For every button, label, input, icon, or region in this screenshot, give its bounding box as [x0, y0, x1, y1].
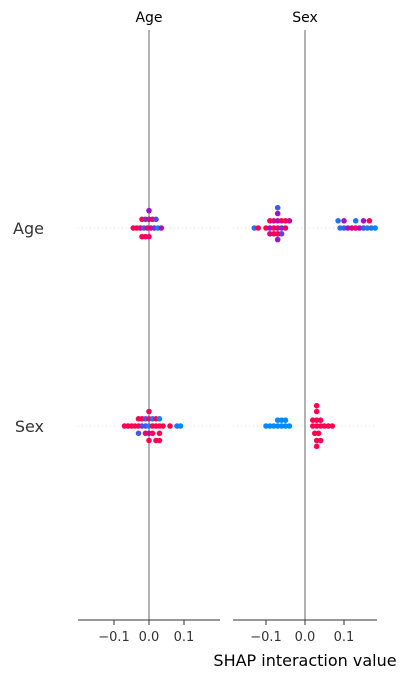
data-point-sex-sex-6	[274, 423, 281, 429]
data-point-age-sex-26	[337, 225, 343, 231]
data-point-age-sex-14	[278, 225, 285, 231]
data-point-age-sex-29	[349, 225, 355, 231]
data-point-age-sex-12	[271, 225, 277, 231]
data-point-age-sex-33	[364, 225, 371, 231]
row-label-age: Age	[13, 219, 44, 238]
row-label-sex: Sex	[15, 417, 44, 436]
data-point-sex-sex-15	[310, 423, 316, 429]
x-axes	[78, 619, 377, 625]
tick-label-sex-pos: 0.1	[334, 630, 355, 645]
data-point-age-sex-27	[341, 225, 347, 231]
data-point-sex-age-22	[177, 423, 184, 429]
data-point-sex-sex-13	[313, 417, 320, 424]
data-point-sex-sex-18	[321, 423, 328, 429]
data-point-sex-sex-25	[313, 443, 320, 450]
data-point-sex-sex-8	[282, 423, 289, 429]
data-point-age-sex-30	[352, 225, 359, 231]
data-point-sex-age-30	[156, 437, 163, 444]
data-point-age-sex-16	[267, 231, 273, 237]
data-point-age-sex-0	[274, 204, 281, 211]
data-point-age-sex-23	[352, 218, 359, 224]
data-point-age-sex-6	[282, 218, 289, 224]
data-point-age-sex-22	[341, 218, 347, 224]
data-point-sex-sex-19	[325, 423, 332, 429]
data-point-sex-age-0	[146, 408, 152, 415]
data-point-age-sex-10	[263, 225, 269, 231]
data-points	[121, 204, 379, 450]
data-point-age-sex-28	[345, 225, 351, 231]
data-point-sex-sex-5	[271, 423, 277, 429]
data-point-sex-age-27	[156, 430, 163, 437]
data-point-sex-sex-20	[329, 423, 336, 429]
data-point-age-sex-11	[267, 225, 273, 231]
data-point-age-sex-24	[360, 218, 367, 224]
data-point-sex-sex-11	[313, 408, 320, 415]
data-point-sex-sex-23	[313, 437, 320, 444]
data-point-age-sex-35	[372, 225, 379, 231]
data-point-age-sex-1	[274, 210, 281, 217]
data-point-sex-sex-9	[286, 423, 293, 429]
data-point-sex-sex-0	[274, 417, 281, 424]
data-point-age-sex-32	[360, 225, 367, 231]
column-title-sex: Sex	[292, 10, 318, 26]
data-point-sex-sex-22	[315, 430, 322, 437]
data-point-age-sex-25	[366, 218, 373, 224]
data-point-sex-sex-12	[310, 417, 316, 424]
data-point-sex-sex-14	[317, 417, 324, 424]
data-point-sex-age-26	[149, 430, 156, 437]
data-point-age-sex-19	[278, 231, 285, 237]
tick-label-age-pos: 0.1	[174, 630, 195, 645]
data-point-age-sex-21	[335, 218, 341, 224]
data-point-age-sex-17	[271, 231, 277, 237]
data-point-sex-age-7	[156, 416, 163, 422]
data-point-sex-age-19	[160, 423, 166, 429]
tick-label-sex-neg: −0.1	[250, 630, 282, 645]
data-point-sex-sex-7	[278, 423, 285, 429]
data-point-age-sex-13	[274, 225, 281, 231]
data-point-sex-sex-16	[313, 423, 320, 429]
data-point-sex-sex-2	[282, 417, 289, 424]
data-point-sex-sex-24	[317, 437, 324, 444]
data-point-age-sex-7	[286, 218, 293, 224]
data-point-age-sex-15	[282, 225, 289, 231]
row-guides	[78, 227, 377, 427]
data-point-sex-sex-17	[317, 423, 324, 429]
data-point-age-sex-2	[267, 218, 273, 224]
tick-label-age-zero: 0.0	[139, 630, 160, 645]
data-point-sex-age-23	[135, 430, 142, 437]
tick-label-sex-zero: 0.0	[295, 630, 316, 645]
data-point-age-sex-3	[271, 218, 277, 224]
data-point-sex-age-28	[146, 437, 152, 444]
x-axis-label: SHAP interaction value	[213, 651, 396, 670]
data-point-sex-sex-10	[313, 402, 320, 409]
column-title-age: Age	[135, 10, 162, 26]
data-point-age-sex-4	[274, 218, 281, 224]
zero-lines	[148, 30, 306, 620]
data-point-age-sex-5	[278, 218, 285, 224]
data-point-age-age-14	[158, 225, 165, 231]
data-point-sex-sex-4	[267, 423, 273, 429]
data-point-sex-sex-3	[263, 423, 269, 429]
data-point-age-sex-18	[274, 231, 281, 237]
data-point-age-age-17	[146, 233, 152, 240]
data-point-age-sex-8	[251, 225, 258, 231]
data-point-age-sex-31	[356, 225, 363, 231]
tick-label-age-neg: −0.1	[98, 630, 130, 645]
data-point-age-age-5	[153, 216, 159, 223]
data-point-age-age-0	[146, 207, 152, 214]
data-point-age-sex-34	[368, 225, 375, 231]
data-point-sex-sex-1	[278, 417, 285, 424]
data-point-age-sex-20	[274, 236, 281, 243]
data-point-sex-age-20	[167, 423, 173, 429]
data-point-age-sex-9	[255, 225, 261, 231]
